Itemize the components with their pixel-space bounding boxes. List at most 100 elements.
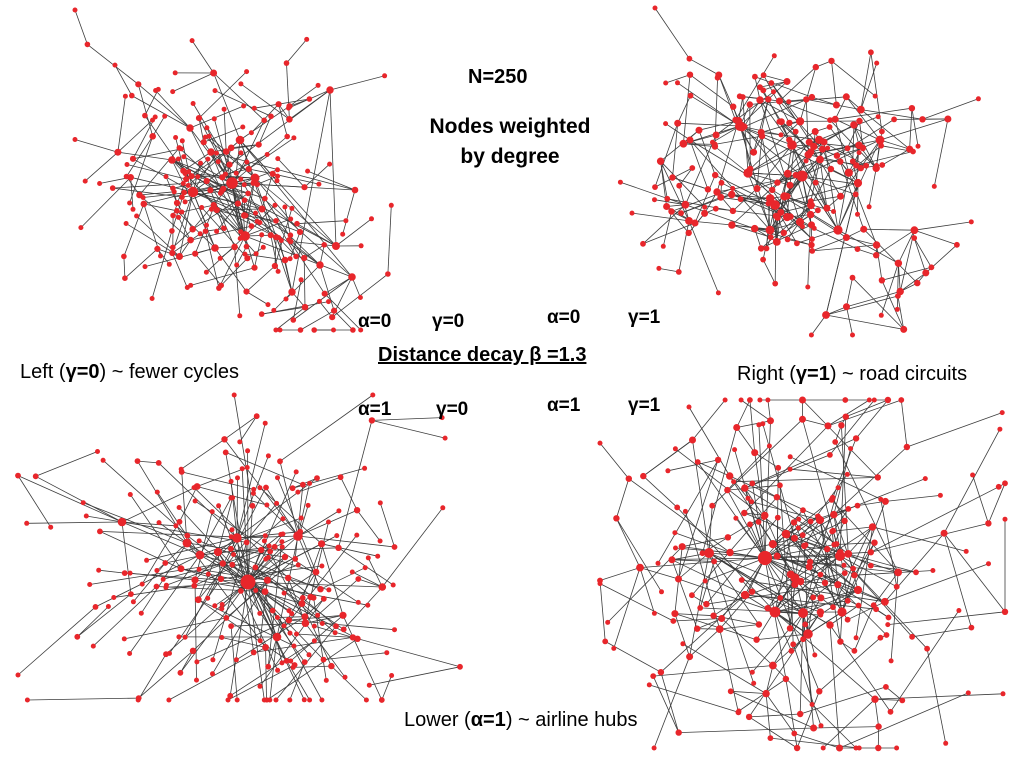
network-edge: [753, 99, 769, 153]
network-node: [824, 422, 832, 430]
network-node: [815, 207, 821, 214]
network-edge: [17, 606, 96, 676]
network-edge: [255, 567, 344, 630]
network-node: [124, 162, 130, 167]
network-node: [328, 662, 335, 670]
network-node: [875, 114, 881, 120]
network-node: [323, 677, 329, 683]
network-edge: [155, 90, 191, 129]
network-node: [204, 125, 210, 131]
network-node: [254, 218, 260, 224]
network-edge: [291, 89, 331, 293]
network-edge: [213, 72, 265, 121]
network-node: [301, 613, 309, 621]
network-edge: [808, 508, 849, 568]
network-edge: [654, 199, 686, 206]
network-edge: [943, 533, 972, 628]
network-node: [366, 682, 372, 688]
network-node: [72, 7, 78, 13]
network-edge: [172, 228, 193, 248]
network-edge: [748, 611, 821, 718]
network-node: [796, 516, 802, 522]
network-node: [200, 139, 207, 146]
network-node: [605, 619, 611, 625]
network-edge: [26, 521, 123, 524]
network-edge: [671, 559, 715, 562]
network-node: [225, 697, 231, 703]
network-edge: [112, 183, 184, 189]
network-edge: [246, 291, 269, 305]
network-node: [830, 527, 837, 534]
network-node: [787, 466, 793, 472]
network-edge: [706, 517, 779, 605]
network-node: [278, 238, 284, 243]
network-edge: [99, 531, 182, 570]
network-node: [894, 568, 902, 577]
network-node: [791, 581, 799, 588]
network-edge: [133, 562, 166, 603]
network-edge: [132, 116, 156, 159]
network-node: [844, 616, 851, 623]
network-node: [207, 187, 214, 194]
network-node: [747, 165, 754, 173]
network-edge: [234, 246, 241, 316]
network-edge: [689, 74, 734, 108]
network-node: [792, 171, 799, 179]
network-node: [219, 635, 225, 640]
network-edge: [599, 442, 630, 479]
network-node: [180, 181, 186, 186]
network-node: [238, 229, 244, 235]
network-node: [868, 49, 874, 56]
network-edge: [247, 505, 253, 583]
network-edge: [643, 439, 693, 477]
network-node: [871, 539, 878, 546]
network-node: [776, 97, 783, 105]
network-node: [191, 582, 198, 589]
network-edge: [732, 188, 758, 212]
network-node: [827, 165, 835, 173]
network-node: [881, 597, 889, 606]
network-edge: [818, 116, 879, 141]
network-edge: [899, 272, 927, 292]
network-node: [319, 621, 325, 626]
network-node: [844, 550, 853, 558]
network-edge: [685, 511, 721, 630]
network-edge: [689, 628, 720, 657]
network-node: [885, 622, 891, 628]
network-node: [874, 60, 880, 66]
network-edge: [789, 122, 809, 155]
network-edge: [812, 237, 847, 252]
network-edge: [933, 118, 949, 187]
network-edge: [752, 483, 778, 498]
network-node: [289, 205, 295, 211]
network-edge: [885, 495, 941, 502]
network-node: [365, 555, 371, 561]
network-node: [811, 128, 819, 135]
network-node: [681, 200, 690, 209]
network-node: [228, 534, 234, 540]
network-node: [796, 117, 805, 126]
network-node: [745, 495, 751, 501]
network-edge: [845, 399, 889, 418]
network-node: [273, 218, 279, 224]
network-edge: [342, 189, 356, 235]
network-node: [722, 397, 728, 403]
network-node: [891, 116, 897, 123]
network-node: [275, 173, 281, 179]
network-edge: [660, 160, 705, 208]
network-node: [275, 667, 281, 673]
network-node: [262, 420, 268, 426]
network-edge: [83, 502, 188, 544]
network-edge: [744, 594, 781, 599]
network-node: [665, 468, 671, 474]
network-edge: [791, 144, 817, 183]
network-node: [787, 454, 793, 460]
network-edge: [631, 212, 690, 222]
network-node: [173, 135, 179, 140]
network-node: [704, 186, 712, 193]
network-edge: [831, 531, 839, 585]
network-node: [142, 112, 148, 119]
network-node: [830, 604, 836, 611]
network-node: [673, 545, 678, 551]
network-node: [144, 557, 150, 563]
